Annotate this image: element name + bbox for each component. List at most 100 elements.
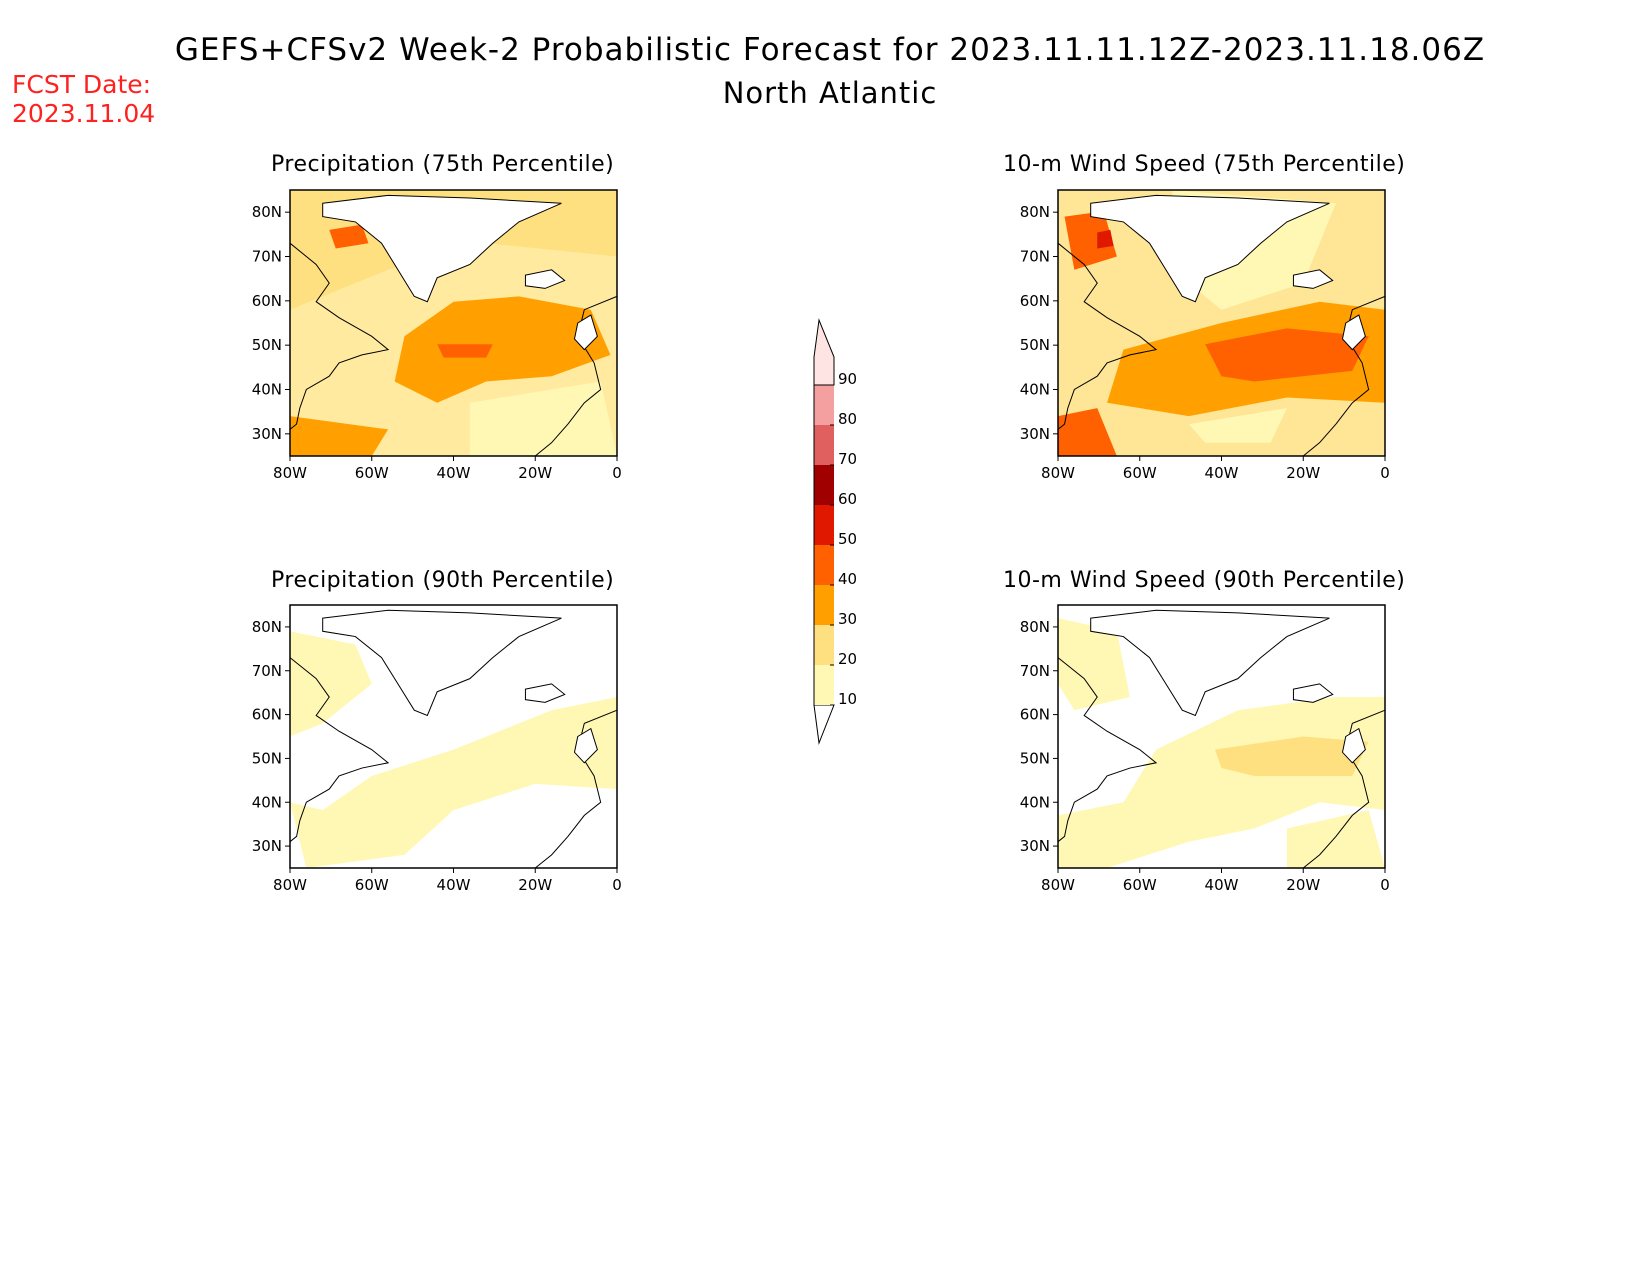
colorbar-segment [814,505,834,545]
colorbar-label: 10 [838,690,857,708]
colorbar-label: 30 [838,610,857,628]
lat-label: 50N [1020,336,1050,354]
panel-title-precip-75: Precipitation (75th Percentile) [271,152,615,177]
probability-contour-6 [1097,229,1114,249]
lon-label: 0 [1380,464,1390,482]
greenland-coastline [322,194,562,303]
lat-label: 60N [1020,292,1050,310]
lon-label: 20W [1286,876,1320,894]
lat-label: 80N [1020,203,1050,221]
probability-contour-2 [1058,618,1130,711]
britain-coastline [1341,314,1366,351]
probability-contour-5 [1064,211,1117,270]
forecast-date-block: FCST Date: 2023.11.04 [12,70,155,128]
probability-contour-1 [1214,736,1369,776]
probability-contour-5 [329,224,369,249]
lon-label: 40W [437,464,471,482]
panel-title-wind-75: 10-m Wind Speed (75th Percentile) [1003,152,1406,177]
lat-label: 40N [1020,381,1050,399]
lon-label: 80W [273,876,307,894]
lat-label: 50N [1020,749,1050,767]
probability-contour-0 [290,697,617,868]
colorbar-segment [814,545,834,585]
iceland-coastline [524,269,566,289]
panel-title-wind-90: 10-m Wind Speed (90th Percentile) [1003,568,1406,593]
greenland-coastline [1090,609,1330,717]
colorbar-segment [814,585,834,625]
lon-label: 80W [1041,464,1075,482]
colorbar-label: 60 [838,490,857,508]
north-america-coastline [289,657,390,843]
colorbar-label: 80 [838,410,857,428]
lat-label: 70N [252,662,282,680]
lon-label: 40W [1205,876,1239,894]
north-america-coastline [1057,242,1158,430]
colorbar-label: 50 [838,530,857,548]
lon-label: 60W [1123,876,1157,894]
europe-coastline [1302,709,1386,869]
lon-label: 20W [1286,464,1320,482]
colorbar-label: 40 [838,570,857,588]
colorbar: 10 20 30 40 50 60 70 80 90 [813,318,857,745]
lat-label: 40N [252,381,282,399]
region-subtitle: North Atlantic [722,76,938,110]
colorbar-segment [814,425,834,465]
lat-label: 80N [252,618,282,636]
colorbar-label: 20 [838,650,857,668]
lon-label: 0 [612,464,622,482]
lat-label: 60N [1020,706,1050,724]
probability-contour-0 [394,296,611,403]
colorbar-label: 70 [838,450,857,468]
probability-contour-1 [290,631,372,737]
north-america-coastline [289,242,390,430]
lon-label: 0 [612,876,622,894]
lat-label: 30N [252,837,282,855]
lat-label: 70N [252,248,282,266]
probability-contour-1 [1205,328,1369,382]
lat-label: 40N [1020,793,1050,811]
britain-coastline [1341,727,1366,764]
lon-label: 60W [355,464,389,482]
lon-label: 40W [1205,464,1239,482]
fcst-date-label: FCST Date: [12,70,152,99]
greenland-coastline [1090,194,1330,303]
chart-title: GEFS+CFSv2 Week-2 Probabilistic Forecast… [174,32,1486,68]
lon-label: 20W [518,876,552,894]
lat-label: 70N [1020,248,1050,266]
map-panel-precip-90: 80N 70N 60N 50N 40N 30N 80W 60W 40W 20W 0 [252,604,622,894]
colorbar-segment [814,385,834,425]
iceland-coastline [1292,269,1334,289]
probability-contour-2 [437,344,493,358]
europe-coastline [534,295,618,457]
lat-label: 70N [1020,662,1050,680]
lon-label: 80W [273,464,307,482]
colorbar-segment [814,665,834,705]
europe-coastline [1302,295,1386,457]
colorbar-label: 90 [838,370,857,388]
lon-label: 40W [437,876,471,894]
lon-label: 0 [1380,876,1390,894]
map-panel-wind-90: 80N 70N 60N 50N 40N 30N 80W 60W 40W 20W 0 [1020,604,1390,894]
colorbar-lower-extension [813,704,835,745]
lat-label: 80N [1020,618,1050,636]
iceland-coastline [1292,683,1334,703]
lat-label: 30N [252,425,282,443]
lat-label: 60N [252,706,282,724]
lat-label: 80N [252,203,282,221]
north-america-coastline [1057,657,1158,843]
probability-contour-3 [290,416,389,456]
map-panel-wind-75: 80N 70N 60N 50N 40N 30N 80W 60W 40W 20W 0 [1020,189,1390,482]
lon-label: 80W [1041,876,1075,894]
britain-coastline [573,314,598,351]
colorbar-upper-extension [813,318,835,386]
lon-label: 60W [355,876,389,894]
europe-coastline [534,709,618,869]
lat-label: 30N [1020,837,1050,855]
lon-label: 60W [1123,464,1157,482]
panel-title-precip-90: Precipitation (90th Percentile) [271,568,615,593]
colorbar-segment [814,465,834,505]
lat-label: 50N [252,749,282,767]
britain-coastline [573,727,598,764]
lat-label: 60N [252,292,282,310]
lon-label: 20W [518,464,552,482]
